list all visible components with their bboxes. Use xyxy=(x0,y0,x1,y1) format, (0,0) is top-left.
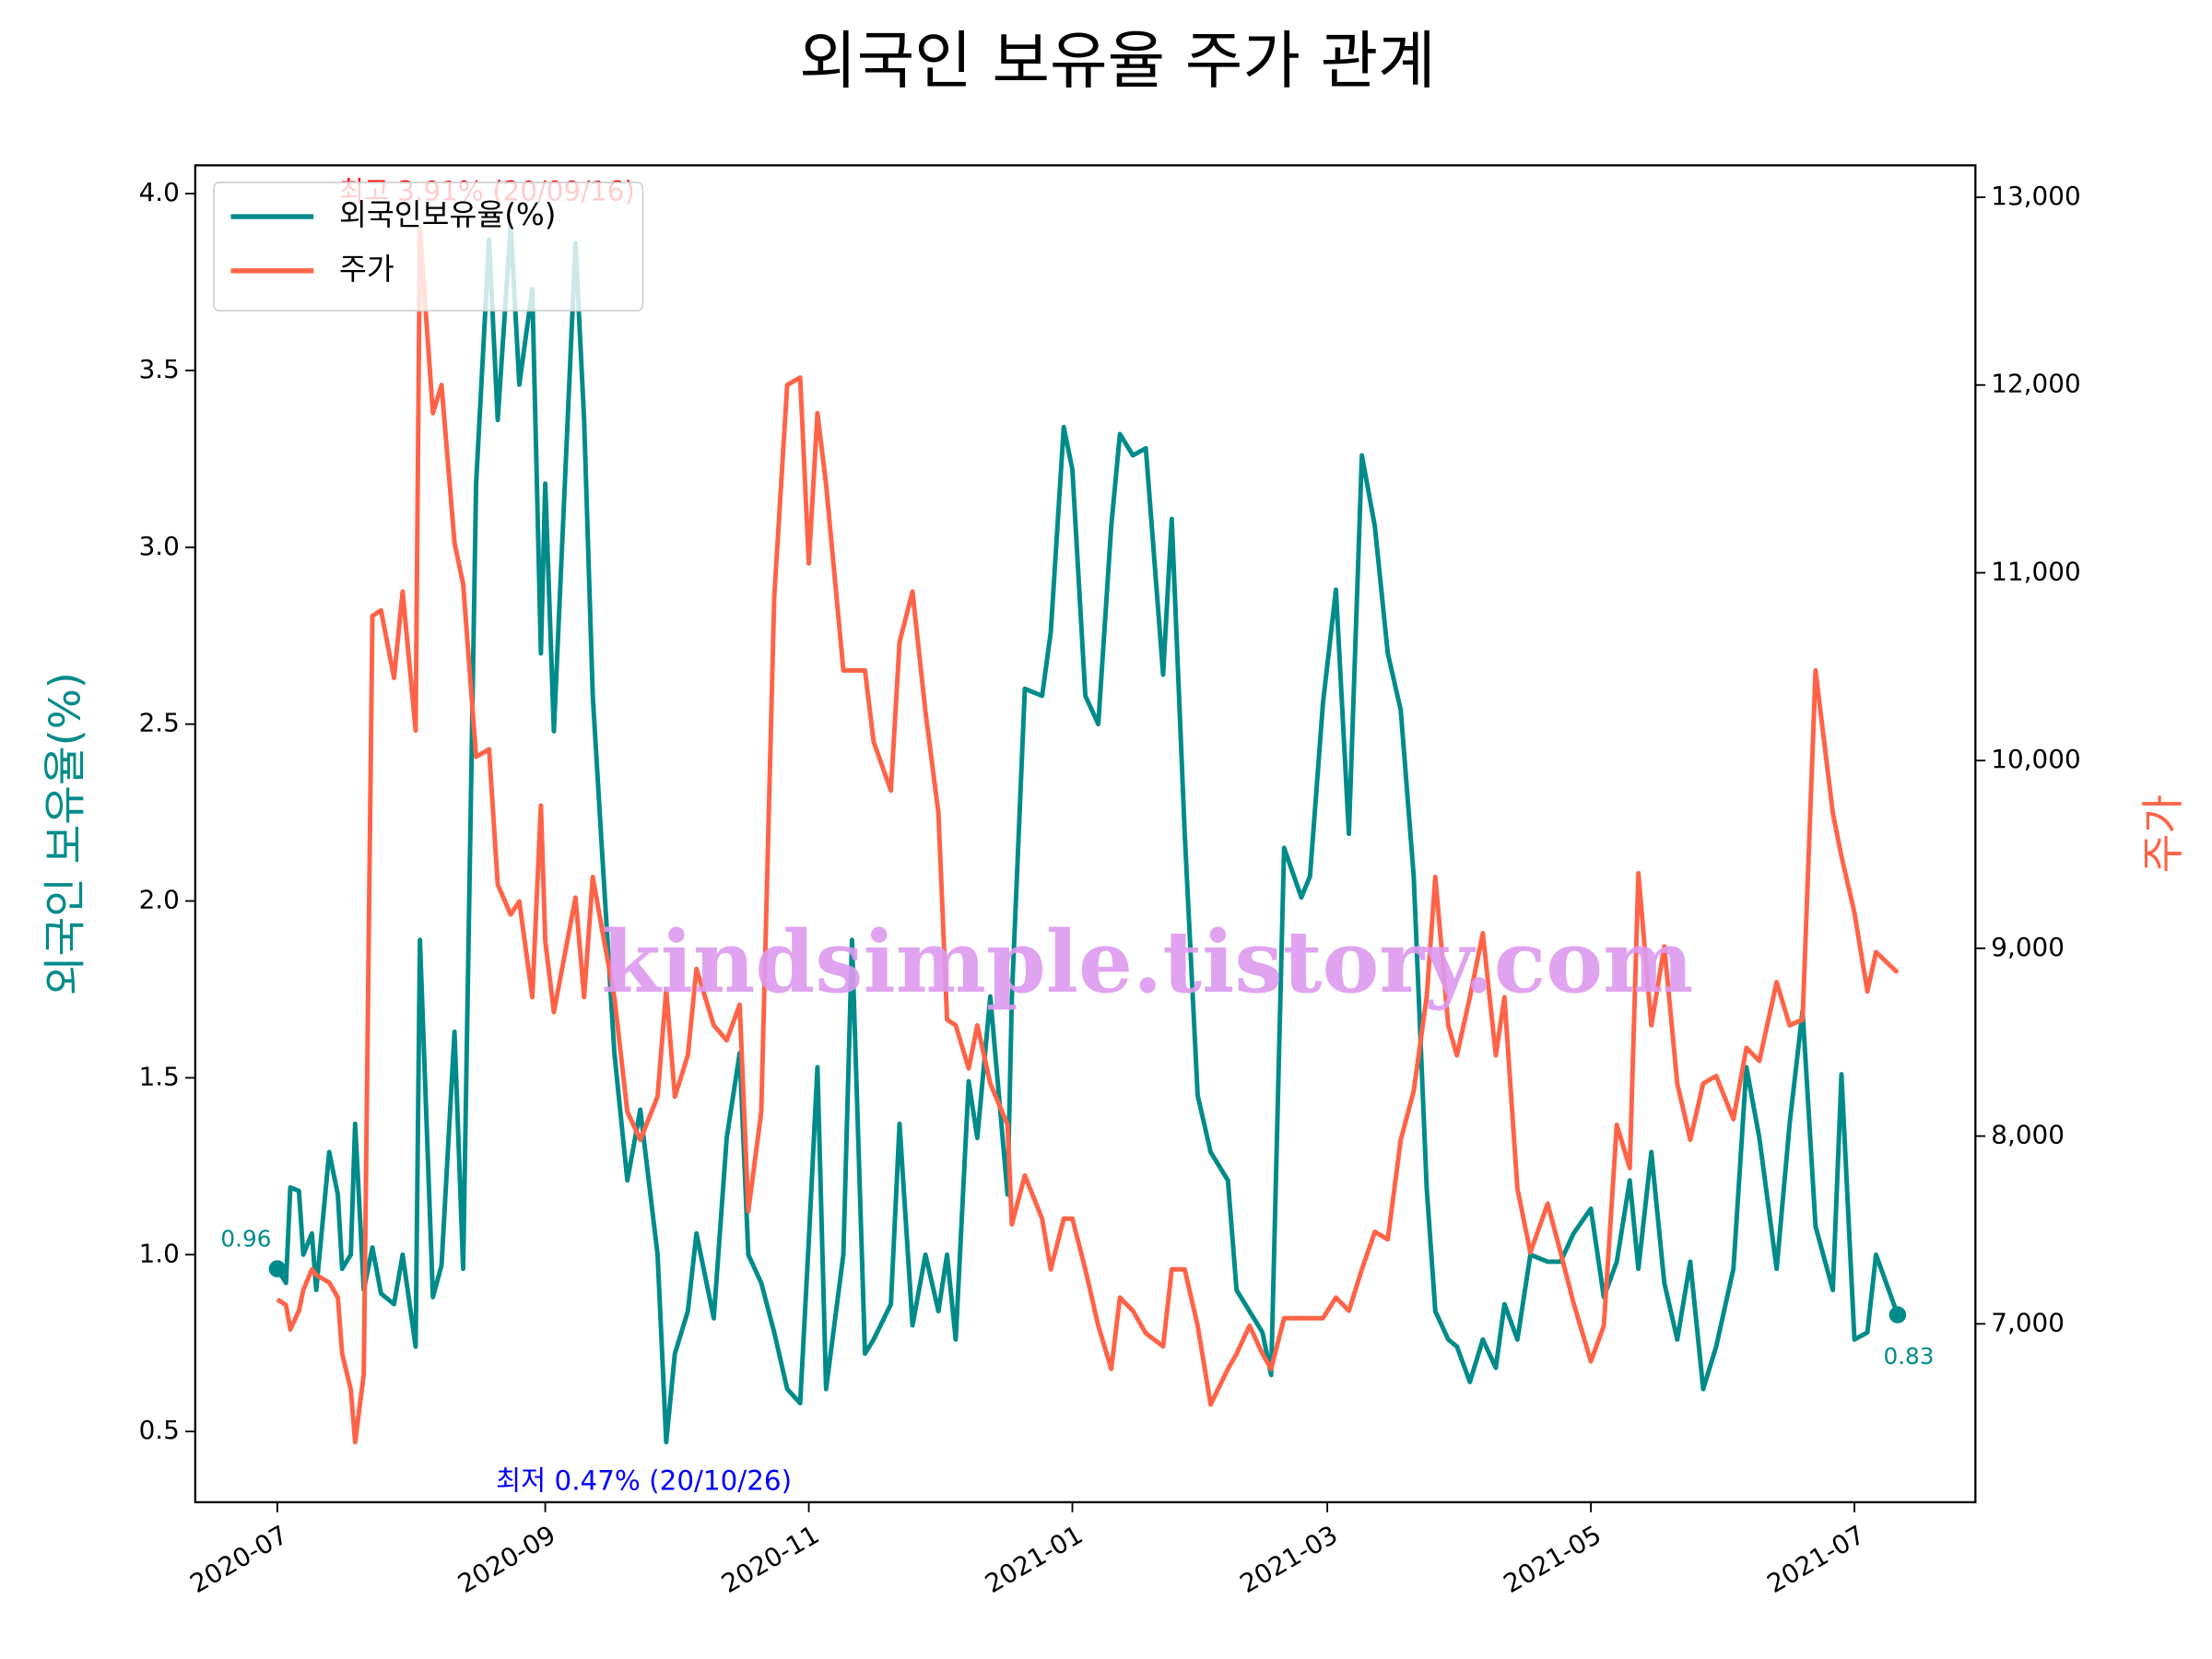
legend: 외국인보유율(%) 주가 xyxy=(213,182,644,312)
plot-frame xyxy=(194,164,1977,1504)
y-tick-label: 1.5 xyxy=(139,1061,180,1091)
y-tick-label: 2.5 xyxy=(139,708,180,738)
legend-label: 외국인보유율(%) xyxy=(339,197,556,232)
y-tick-label: 1.0 xyxy=(139,1238,180,1268)
legend-box xyxy=(213,182,644,312)
y2-tick-label: 12,000 xyxy=(1991,369,2080,399)
end-label: 0.96 xyxy=(220,1226,271,1253)
y-tick-label: 2.0 xyxy=(139,885,180,915)
legend-label: 주가 xyxy=(339,252,394,287)
watermark: kindsimple.tistory.com xyxy=(601,912,1693,1012)
y-tick-label: 3.0 xyxy=(139,531,180,561)
end-label: 0.83 xyxy=(1883,1343,1934,1370)
series-line xyxy=(276,227,1900,1445)
y2-axis-label: 주가 xyxy=(2138,794,2188,873)
chart-title: 외국인 보유율 주가 관계 xyxy=(799,26,1436,99)
end-marker xyxy=(268,1260,287,1277)
y-axis-label: 외국인 보유율(%) xyxy=(41,672,90,995)
y-tick-label: 3.5 xyxy=(139,354,180,384)
y2-tick-label: 10,000 xyxy=(1991,744,2080,774)
y2-tick-label: 11,000 xyxy=(1991,556,2080,586)
y2-tick-label: 8,000 xyxy=(1991,1120,2065,1150)
end-marker xyxy=(1888,1306,1907,1324)
annotation: 최저 0.47% (20/10/26) xyxy=(496,1465,792,1497)
y2-tick-label: 13,000 xyxy=(1991,181,2080,211)
y-tick-label: 0.5 xyxy=(139,1415,180,1445)
series-line xyxy=(275,223,1900,1445)
y2-tick-label: 9,000 xyxy=(1991,932,2065,962)
y2-tick-label: 7,000 xyxy=(1991,1307,2065,1337)
y-tick-label: 4.0 xyxy=(139,177,180,207)
